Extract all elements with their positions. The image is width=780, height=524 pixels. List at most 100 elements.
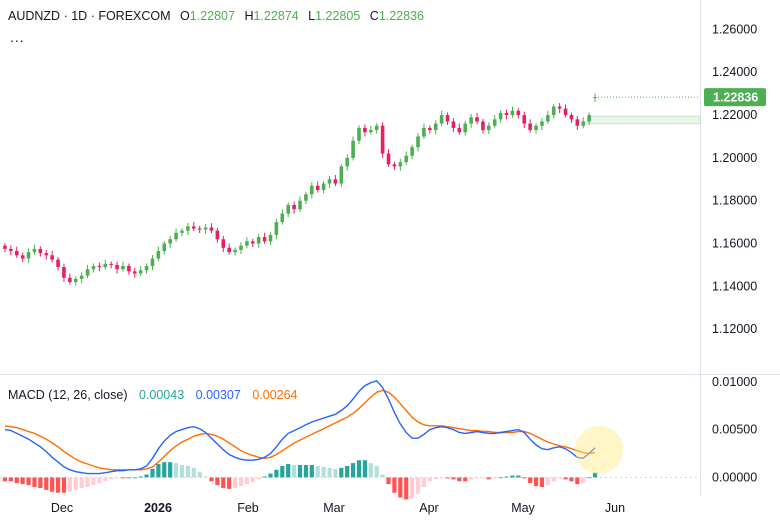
- macd-histogram-bar: [356, 460, 362, 478]
- candle-body: [522, 115, 527, 124]
- macd-histogram-bar: [480, 477, 486, 479]
- macd-histogram-bar: [557, 477, 562, 479]
- candle-body: [292, 204, 296, 210]
- macd-histogram-bar: [474, 477, 480, 479]
- candle-body: [191, 226, 196, 229]
- candle-body: [150, 258, 155, 267]
- interval-label[interactable]: 1D: [71, 9, 88, 23]
- macd-histogram-bar: [38, 477, 43, 488]
- macd-line: [4, 379, 596, 475]
- candle-body: [357, 127, 361, 141]
- symbol-name[interactable]: AUDNZD: [8, 9, 61, 23]
- macd-histogram-bar: [421, 477, 427, 487]
- price-tick-label: 1.22000: [712, 108, 757, 122]
- legend-separator: ·: [63, 9, 72, 23]
- macd-histogram-bar: [291, 465, 297, 478]
- candle-body: [333, 179, 338, 184]
- macd-histogram-bar: [463, 477, 468, 482]
- more-options-icon[interactable]: ...: [10, 29, 25, 45]
- candle-body: [73, 278, 78, 283]
- macd-legend[interactable]: MACD (12, 26, close) 0.00043 0.00307 0.0…: [8, 388, 298, 402]
- candle-body: [510, 110, 515, 116]
- candle-body: [534, 125, 538, 131]
- source-label: FOREXCOM: [98, 9, 171, 23]
- candle-body: [593, 97, 597, 99]
- candle-body: [369, 130, 373, 133]
- macd-histogram-bar: [569, 477, 574, 482]
- macd-histogram-bar: [374, 465, 379, 478]
- open-key: O: [180, 9, 190, 23]
- macd-histogram-bar: [362, 460, 368, 478]
- macd-histogram-bar: [427, 477, 432, 482]
- candle-body: [14, 251, 19, 256]
- candle-body: [209, 227, 214, 231]
- macd-histogram-bar: [262, 476, 267, 478]
- price-tick-label: 1.12000: [712, 322, 757, 336]
- candle-body: [546, 115, 550, 122]
- time-tick-label: Jun: [605, 501, 625, 515]
- macd-histogram-bar: [592, 472, 598, 478]
- macd-histogram-bar: [238, 477, 244, 487]
- candle-body: [345, 157, 350, 167]
- candle-body: [56, 259, 60, 268]
- candle-body: [50, 255, 54, 260]
- candle-body: [516, 110, 521, 116]
- macd-histogram-bar: [156, 464, 161, 478]
- macd-histogram-bar: [126, 477, 131, 479]
- macd-histogram-bar: [168, 462, 173, 478]
- candle-body: [492, 119, 497, 126]
- candle-body: [26, 252, 31, 259]
- candle-body: [38, 248, 43, 254]
- macd-histogram-bar: [351, 463, 356, 478]
- macd-histogram-bar: [309, 465, 314, 478]
- candle-body: [274, 222, 279, 235]
- macd-histogram-bar: [2, 477, 8, 482]
- legend-separator: ·: [90, 9, 99, 23]
- macd-histogram-bar: [587, 477, 592, 479]
- macd-histogram-bar: [197, 471, 202, 478]
- macd-histogram-bar: [451, 477, 456, 480]
- candle-body: [463, 123, 468, 133]
- candle-body: [239, 245, 243, 250]
- candle-body: [557, 106, 562, 109]
- macd-histogram-bar: [445, 477, 450, 479]
- candle-body: [433, 123, 438, 131]
- candle-body: [410, 147, 414, 156]
- macd-line-value: 0.00307: [195, 388, 241, 402]
- macd-histogram-bar: [315, 465, 320, 478]
- candle-body: [374, 125, 379, 131]
- macd-histogram-bar: [410, 477, 415, 499]
- candle-body: [504, 112, 509, 116]
- candle-body: [180, 230, 184, 233]
- low-value: 1.22805: [315, 9, 361, 23]
- candle-body: [575, 119, 580, 126]
- macd-histogram-bar: [433, 477, 438, 480]
- candle-body: [97, 266, 102, 268]
- macd-histogram-bar: [26, 477, 31, 486]
- macd-histogram-bar: [563, 477, 568, 480]
- macd-histogram-bar: [150, 468, 155, 478]
- candle-body: [380, 125, 385, 154]
- macd-histogram-bar: [404, 477, 409, 500]
- candle-body: [121, 266, 125, 270]
- symbol-legend[interactable]: AUDNZD · 1D · FOREXCOM O1.22807 H1.22874…: [8, 9, 424, 23]
- price-tick-label: 1.20000: [712, 151, 757, 165]
- macd-histogram-bar: [510, 475, 515, 478]
- macd-histogram-bar: [533, 477, 539, 487]
- macd-histogram-bar: [345, 465, 350, 478]
- candle-body: [115, 264, 119, 270]
- macd-histogram-bar: [244, 477, 249, 485]
- macd-signal-value: 0.00264: [252, 388, 298, 402]
- macd-histogram-bar: [215, 477, 220, 486]
- macd-histogram-bar: [85, 477, 90, 487]
- candle-body: [481, 121, 485, 131]
- macd-histogram-bar: [209, 477, 214, 482]
- macd-histogram-bar: [303, 465, 309, 478]
- price-tick-label: 1.24000: [712, 65, 757, 79]
- time-tick-label: Dec: [51, 501, 73, 515]
- macd-histogram-bar: [20, 477, 25, 485]
- candle-body: [91, 266, 96, 270]
- candle-body: [245, 241, 249, 246]
